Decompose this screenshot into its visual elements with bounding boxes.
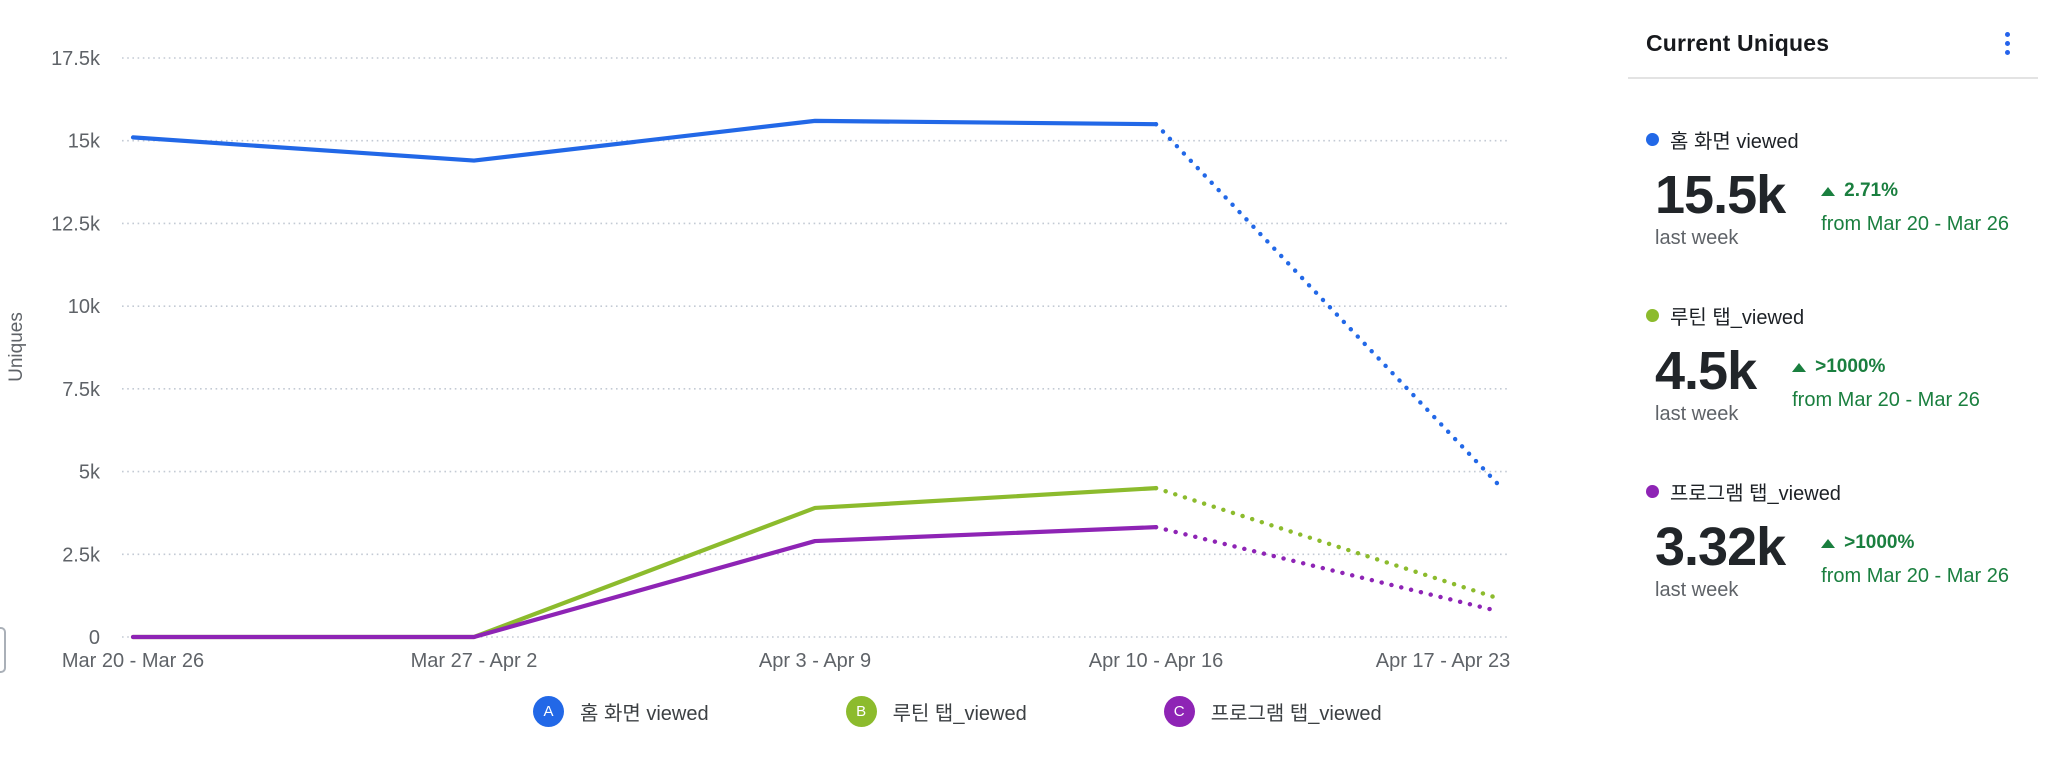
- change-up-arrow-icon: [1792, 362, 1807, 372]
- y-tick-label: 17.5k: [51, 48, 101, 70]
- legend-label: 루틴 탭_viewed: [892, 703, 1027, 725]
- y-tick-label: 10k: [68, 296, 101, 318]
- stat-main: 15.5k last week 2.71% from Mar 20 - Mar 26: [1646, 166, 2040, 250]
- chart-legend: A 홈 화면 viewed B 루틴 탭_viewed C 프로그램 탭_viewed: [533, 696, 1382, 727]
- y-tick-label: 12.5k: [51, 213, 101, 235]
- y-axis-label: Uniques: [6, 312, 27, 382]
- stat-change: >1000%: [1821, 532, 2009, 554]
- stat-main: 3.32k last week >1000% from Mar 20 - Mar 26: [1646, 518, 2040, 602]
- series-line-projected-dotted[interactable]: [1153, 485, 1500, 601]
- stat-change-column: >1000% from Mar 20 - Mar 26: [1821, 518, 2009, 588]
- stat-header: 루틴 탭_viewed: [1646, 301, 2040, 330]
- legend-item-b[interactable]: B 루틴 탭_viewed: [845, 696, 1027, 727]
- stat-compare-period: from Mar 20 - Mar 26: [1821, 213, 2009, 235]
- stats-list: 홈 화면 viewed 15.5k last week 2.71% from Mar 2…: [1628, 79, 2040, 602]
- stat-change-percent: 2.71%: [1844, 180, 1899, 201]
- series-line-solid[interactable]: [130, 486, 1159, 640]
- stat-series-name: 루틴 탭_viewed: [1670, 307, 1805, 329]
- legend-item-a[interactable]: A 홈 화면 viewed: [533, 696, 709, 727]
- stat-change: >1000%: [1792, 356, 1980, 378]
- y-tick-label: 2.5k: [62, 544, 101, 566]
- line-chart-canvas: 0 2.5k 5k 7.5k 10k 12.5k 15k 17.5k Uniques Mar 20…: [6, 48, 1511, 672]
- legend-badge-c: C: [1163, 696, 1195, 727]
- legend-badge-a: A: [533, 696, 564, 727]
- panel-title: Current Uniques: [1646, 30, 1830, 56]
- x-tick-label: Apr 17 - Apr 23: [1376, 650, 1511, 672]
- change-up-arrow-icon: [1821, 538, 1836, 548]
- legend-item-c[interactable]: C 프로그램 탭_viewed: [1163, 696, 1382, 727]
- stat-block: 프로그램 탭_viewed 3.32k last week >1000% from Ma…: [1646, 477, 2040, 602]
- y-tick-label: 5k: [79, 462, 101, 484]
- y-tick-label: 7.5k: [62, 379, 101, 401]
- panel-divider: [1628, 77, 2038, 79]
- series-color-dot-icon: [1646, 133, 1659, 146]
- stat-change: 2.71%: [1821, 180, 2009, 202]
- kebab-menu-icon[interactable]: [2001, 28, 2014, 59]
- stat-main: 4.5k last week >1000% from Mar 20 - Mar 26: [1646, 342, 2040, 426]
- stat-period: last week: [1655, 227, 1739, 249]
- x-tick-label: Apr 3 - Apr 9: [759, 650, 871, 672]
- series-line-solid[interactable]: [130, 118, 1159, 163]
- series-color-dot-icon: [1646, 485, 1659, 498]
- y-tick-label: 15k: [68, 131, 101, 153]
- stat-change-column: >1000% from Mar 20 - Mar 26: [1792, 342, 1980, 412]
- legend-label: 프로그램 탭_viewed: [1210, 703, 1382, 725]
- x-tick-label: Apr 10 - Apr 16: [1089, 650, 1224, 672]
- stat-change-percent: >1000%: [1815, 356, 1886, 377]
- clipped-edge-control: [0, 627, 6, 673]
- y-tick-label: 0: [89, 627, 100, 649]
- series-line-projected-dotted[interactable]: [1153, 524, 1500, 614]
- legend-badge-b: B: [845, 696, 877, 727]
- series-line-projected-dotted[interactable]: [1153, 121, 1500, 486]
- current-uniques-panel: Current Uniques 홈 화면 viewed 15.5k last wee…: [1628, 0, 2040, 653]
- stat-series-name: 홈 화면 viewed: [1670, 131, 1799, 153]
- stat-period: last week: [1655, 403, 1739, 425]
- stat-period: last week: [1655, 579, 1739, 601]
- stat-series-name: 프로그램 탭_viewed: [1670, 483, 1841, 505]
- stat-block: 루틴 탭_viewed 4.5k last week >1000% from Mar 2…: [1646, 301, 2040, 426]
- stat-change-column: 2.71% from Mar 20 - Mar 26: [1821, 166, 2009, 236]
- x-tick-label: Mar 20 - Mar 26: [62, 650, 204, 672]
- stat-value: 4.5k: [1655, 341, 1757, 401]
- stat-change-percent: >1000%: [1844, 532, 1915, 553]
- series-color-dot-icon: [1646, 309, 1659, 322]
- change-up-arrow-icon: [1821, 186, 1836, 196]
- stat-header: 프로그램 탭_viewed: [1646, 477, 2040, 506]
- series-line-solid[interactable]: [130, 525, 1159, 640]
- stat-compare-period: from Mar 20 - Mar 26: [1792, 389, 1980, 411]
- stat-value: 3.32k: [1655, 517, 1786, 577]
- stat-block: 홈 화면 viewed 15.5k last week 2.71% from Mar 2…: [1646, 125, 2040, 250]
- stat-value: 15.5k: [1655, 165, 1786, 225]
- legend-label: 홈 화면 viewed: [580, 703, 709, 725]
- stat-header: 홈 화면 viewed: [1646, 125, 2040, 154]
- panel-header: Current Uniques: [1628, 0, 2040, 59]
- stat-compare-period: from Mar 20 - Mar 26: [1821, 565, 2009, 587]
- x-tick-label: Mar 27 - Apr 2: [411, 650, 538, 672]
